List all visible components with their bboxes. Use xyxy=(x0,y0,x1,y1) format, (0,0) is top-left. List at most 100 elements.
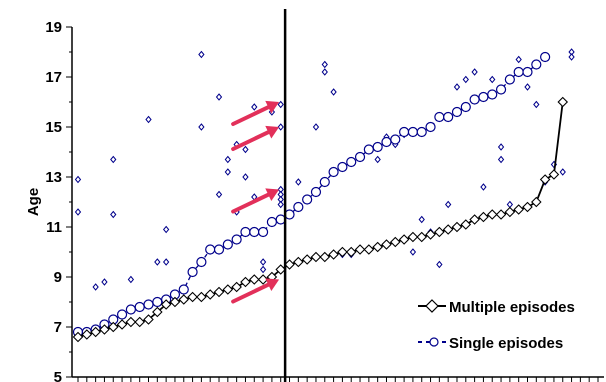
single-episodes-point xyxy=(540,51,551,63)
scatter-point xyxy=(215,190,223,199)
scatter-point xyxy=(92,283,99,291)
multiple-episodes-point xyxy=(434,226,445,238)
series-layer xyxy=(72,48,575,343)
y-tick-label: 19 xyxy=(45,19,62,36)
single-episodes-point xyxy=(249,226,260,238)
single-episodes-point xyxy=(319,176,330,188)
scatter-point xyxy=(110,210,117,219)
multiple-episodes-point xyxy=(337,246,348,258)
multiple-episodes-point xyxy=(169,296,181,308)
single-episodes-point xyxy=(354,151,366,163)
multiple-episodes-point xyxy=(451,221,463,233)
legend-label-multiple: Multiple episodes xyxy=(449,299,575,316)
scatter-point xyxy=(259,265,267,274)
y-tick-label: 15 xyxy=(45,119,62,136)
multiple-episodes-point xyxy=(513,204,524,215)
arrow-shaft xyxy=(231,281,273,304)
scatter-point xyxy=(224,155,231,164)
multiple-episodes-point xyxy=(425,229,436,240)
multiple-episodes-point xyxy=(107,321,119,333)
single-episodes-point xyxy=(222,239,233,250)
multiple-episodes-point xyxy=(160,299,172,310)
arrow-head xyxy=(265,188,280,201)
multiple-episodes-point xyxy=(72,331,84,343)
single-episodes-point xyxy=(390,134,401,145)
multiple-episodes-point xyxy=(275,264,286,275)
multiple-episodes-point xyxy=(460,219,472,230)
multiple-episodes-point xyxy=(539,174,551,185)
scatter-point xyxy=(259,258,267,266)
single-episodes-point xyxy=(196,256,207,268)
scatter-point xyxy=(277,100,284,109)
multiple-episodes-point xyxy=(81,329,93,340)
multiple-episodes-point xyxy=(557,96,569,108)
single-episodes-point xyxy=(231,234,242,245)
axes: 5 7 9 11 13 15 17 19 xyxy=(45,19,604,382)
single-episodes-point xyxy=(478,91,489,103)
single-episodes-point xyxy=(337,161,348,173)
legend-label-single: Single episodes xyxy=(449,335,563,352)
multiple-episodes-point xyxy=(390,236,401,248)
single-episodes-point xyxy=(213,244,225,255)
scatter-point xyxy=(453,83,461,91)
single-episodes-point xyxy=(416,126,427,138)
y-axis-title: Age xyxy=(25,188,42,216)
scatter-point xyxy=(568,53,575,61)
scatter-point xyxy=(277,200,284,209)
scatter-point xyxy=(242,173,249,181)
scatter-point xyxy=(162,225,170,234)
multiple-episodes-point xyxy=(231,281,242,293)
scatter-point xyxy=(409,248,417,256)
single-episodes-point xyxy=(187,266,198,278)
multiple-episodes-point xyxy=(293,256,304,268)
single-episodes-point xyxy=(257,226,269,238)
single-episodes-point xyxy=(407,126,419,138)
scatter-point xyxy=(524,83,531,91)
single-episodes-point xyxy=(205,244,216,255)
legend-marker-circle xyxy=(429,337,439,347)
scatter-point xyxy=(295,178,302,186)
scatter-point xyxy=(74,175,82,184)
multiple-episodes-point xyxy=(328,249,339,260)
scatter-point xyxy=(101,278,108,286)
multiple-episodes-point xyxy=(442,224,454,235)
multiple-episodes-point xyxy=(213,286,225,298)
multiple-episodes-point xyxy=(152,306,163,318)
multiple-episodes-point xyxy=(416,231,428,243)
multiple-episodes-point xyxy=(125,316,137,328)
scatter-point xyxy=(162,258,170,266)
single-episodes-point xyxy=(346,156,357,168)
scatter-point xyxy=(497,143,505,151)
scatter-point xyxy=(312,123,320,131)
scatter-point xyxy=(251,103,258,111)
scatter-point xyxy=(462,75,469,84)
multiple-episodes-point xyxy=(90,326,101,338)
scatter-point xyxy=(436,260,443,269)
single-episodes-point xyxy=(451,106,463,118)
multiple-episodes-point xyxy=(284,259,295,270)
scatter-point xyxy=(127,275,135,284)
multiple-episodes-point xyxy=(407,231,419,243)
single-episodes-point xyxy=(116,309,128,320)
multiple-episodes-point xyxy=(99,324,110,335)
multiple-episodes-point xyxy=(143,314,154,325)
scatter-point xyxy=(533,100,540,109)
single-episodes-point xyxy=(522,66,533,78)
single-episodes-point xyxy=(434,111,445,123)
multiple-episodes-point xyxy=(381,239,392,250)
arrow-head xyxy=(265,278,280,291)
scatter-point xyxy=(154,258,161,266)
multiple-episodes-point xyxy=(187,291,198,303)
scatter-point xyxy=(110,155,117,164)
multiple-episodes-point xyxy=(504,206,516,218)
scatter-point xyxy=(471,68,478,76)
single-episodes-point xyxy=(469,94,480,105)
single-episodes-point xyxy=(310,186,322,198)
single-episodes-point xyxy=(399,126,410,138)
multiple-episodes-point xyxy=(257,274,269,285)
legend: Multiple episodes Single episodes xyxy=(418,299,575,352)
scatter-point xyxy=(215,93,223,101)
multiple-episodes-point xyxy=(345,246,357,258)
single-episodes-point xyxy=(381,136,392,148)
single-episodes-point xyxy=(266,216,277,228)
